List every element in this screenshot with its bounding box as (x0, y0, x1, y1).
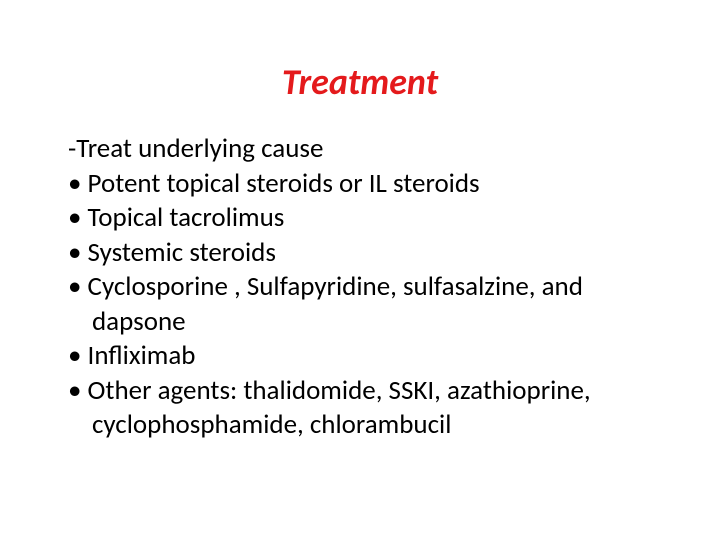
slide-title: Treatment (0, 60, 720, 104)
body-line: -Treat underlying cause (68, 132, 672, 167)
body-line: • Other agents: thalidomide, SSKI, azath… (68, 374, 672, 409)
body-line: • Topical tacrolimus (68, 201, 672, 236)
body-line: • Systemic steroids (68, 236, 672, 271)
slide-body: -Treat underlying cause • Potent topical… (0, 132, 720, 443)
body-line: • Potent topical steroids or IL steroids (68, 167, 672, 202)
body-line-continuation: dapsone (68, 305, 672, 340)
body-line: • Infliximab (68, 339, 672, 374)
body-line-continuation: cyclophosphamide, chlorambucil (68, 408, 672, 443)
body-line: • Cyclosporine , Sulfapyridine, sulfasal… (68, 270, 672, 305)
